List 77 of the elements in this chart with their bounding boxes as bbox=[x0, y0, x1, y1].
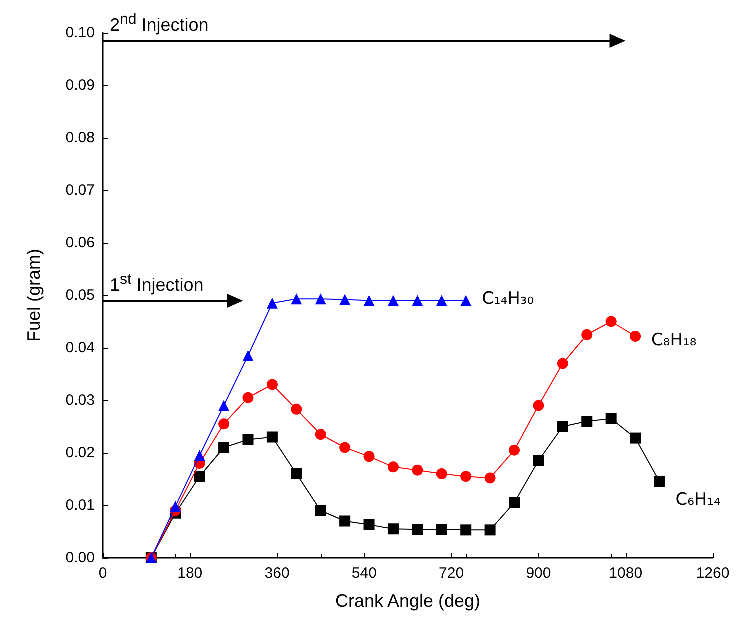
y-tick-label: 0.08 bbox=[66, 130, 95, 146]
point bbox=[364, 519, 375, 530]
x-tick-label: 540 bbox=[352, 565, 377, 582]
annotation: 1$^{st}$ Injection bbox=[110, 270, 204, 296]
y-tick-label: 0.05 bbox=[66, 287, 95, 304]
x-tick-label: 360 bbox=[264, 565, 290, 582]
point bbox=[484, 524, 496, 536]
point bbox=[194, 471, 206, 482]
point bbox=[340, 294, 351, 306]
point bbox=[582, 329, 593, 340]
point bbox=[412, 295, 424, 306]
y-tick-label: 0.07 bbox=[66, 182, 95, 199]
point bbox=[606, 413, 617, 424]
annotation: 2$^{nd}$ Injection bbox=[110, 10, 209, 36]
point bbox=[509, 444, 520, 456]
point bbox=[630, 432, 642, 444]
point bbox=[533, 455, 544, 466]
x-tick-label: 1260 bbox=[696, 565, 730, 582]
point bbox=[364, 295, 375, 306]
point bbox=[218, 418, 230, 430]
point bbox=[291, 404, 302, 415]
point bbox=[436, 295, 448, 306]
point bbox=[606, 316, 617, 328]
x-tick-label: 720 bbox=[439, 565, 464, 582]
y-tick-label: 0.01 bbox=[66, 497, 95, 514]
x-tick-label: 900 bbox=[526, 565, 552, 582]
y-tick-label: 0.06 bbox=[66, 234, 95, 252]
point bbox=[340, 442, 351, 454]
point bbox=[242, 392, 254, 404]
point bbox=[557, 421, 568, 432]
series-label: C₁₄H₃₀ bbox=[482, 288, 534, 309]
point bbox=[194, 450, 206, 462]
y-tick-label: 0.09 bbox=[66, 77, 95, 94]
y-tick-label: 0.00 bbox=[66, 550, 95, 566]
point bbox=[218, 400, 230, 412]
point bbox=[460, 295, 472, 306]
point bbox=[315, 294, 326, 305]
point bbox=[291, 468, 302, 480]
point bbox=[291, 294, 302, 305]
point bbox=[460, 471, 472, 482]
point bbox=[557, 358, 568, 370]
point bbox=[266, 379, 278, 390]
point bbox=[582, 416, 593, 427]
x-tick-label: 180 bbox=[178, 565, 203, 582]
point bbox=[315, 505, 326, 516]
point bbox=[242, 350, 254, 362]
point bbox=[364, 451, 375, 462]
point bbox=[266, 432, 278, 443]
point bbox=[218, 442, 230, 454]
point bbox=[436, 524, 448, 536]
point bbox=[460, 524, 472, 536]
point bbox=[266, 298, 278, 309]
point bbox=[242, 434, 254, 446]
point bbox=[436, 468, 448, 480]
point bbox=[484, 472, 496, 484]
point bbox=[412, 524, 424, 536]
point bbox=[315, 429, 326, 440]
y-tick-label: 0.10 bbox=[66, 24, 95, 42]
point bbox=[388, 462, 399, 473]
point bbox=[340, 516, 351, 527]
point bbox=[509, 497, 520, 508]
series-label: C₆H₁₄ bbox=[676, 490, 722, 510]
x-tick-label: 1080 bbox=[609, 565, 643, 582]
y-tick-label: 0.02 bbox=[66, 444, 95, 462]
point bbox=[654, 476, 666, 488]
series-label: C₈H₁₈ bbox=[652, 330, 697, 350]
x-tick-label: 0 bbox=[98, 565, 108, 582]
y-tick-label: 0.04 bbox=[66, 340, 95, 356]
point bbox=[533, 400, 544, 412]
y-tick-label: 0.03 bbox=[66, 392, 95, 409]
y-axis-title: Fuel (gram) bbox=[24, 248, 44, 342]
x-axis-title: Crank Angle (deg) bbox=[335, 591, 481, 611]
point bbox=[388, 524, 399, 535]
point bbox=[170, 501, 182, 512]
point bbox=[630, 330, 642, 342]
point bbox=[412, 464, 424, 476]
point bbox=[388, 295, 399, 306]
